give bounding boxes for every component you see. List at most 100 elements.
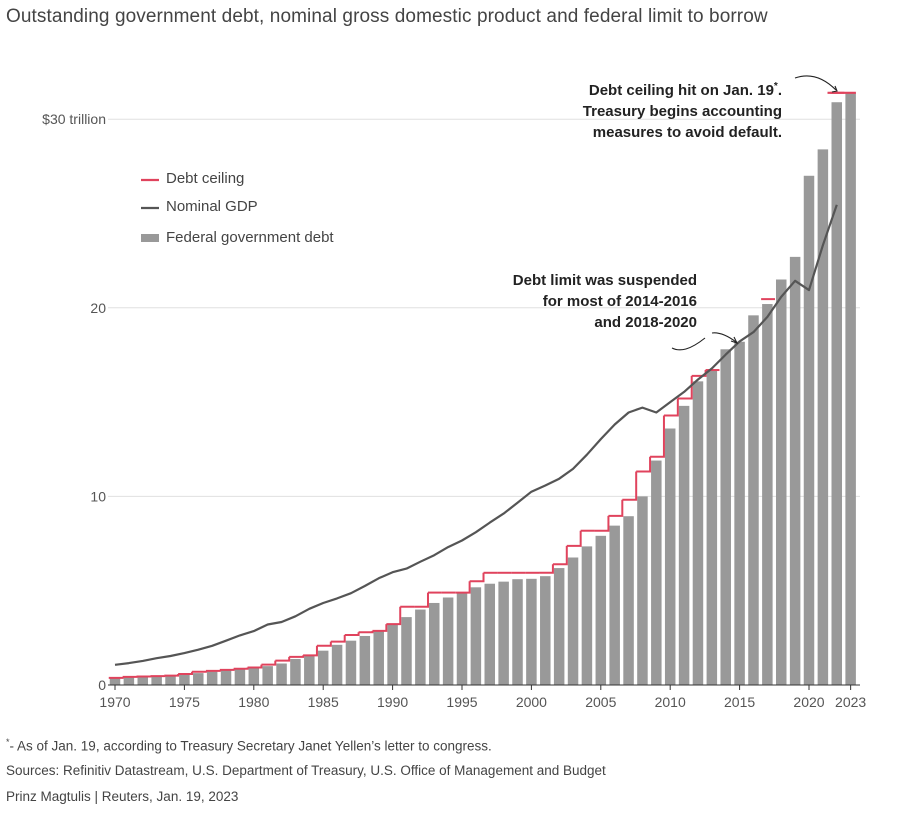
arrow-ceiling-hit-head	[831, 85, 838, 93]
ceiling-segment	[233, 667, 249, 670]
debt-bar	[304, 655, 315, 685]
debt-bar	[401, 617, 412, 685]
debt-bar	[748, 315, 759, 685]
debt-bar	[123, 677, 135, 685]
debt-bar	[581, 546, 593, 685]
ceiling-segment	[108, 676, 124, 679]
ceiling-segment	[539, 564, 554, 574]
debt-bar	[734, 341, 745, 685]
debt-bar	[387, 624, 398, 685]
annotation-suspended-line3: and 2018-2020	[594, 314, 697, 331]
y-tick-label: $30 trillion	[42, 111, 106, 127]
debt-ceiling-line	[108, 91, 856, 679]
debt-bar	[137, 676, 149, 685]
ceiling-segment	[330, 635, 346, 643]
x-axis-labels: 1970 1975 1980 1985 1990 1995 2000 2005 2010 2015…	[99, 694, 866, 710]
ceiling-segment	[372, 624, 388, 632]
debt-bar	[762, 304, 773, 685]
ceiling-segment	[344, 632, 360, 637]
debt-bar	[276, 663, 287, 685]
x-tick-label: 1995	[446, 694, 477, 710]
x-tick-label: 1970	[99, 694, 130, 710]
ceiling-segment	[178, 671, 194, 676]
debt-bar	[831, 102, 843, 685]
debt-bar	[706, 370, 718, 685]
debt-bar	[623, 516, 634, 685]
annotation-arrows	[671, 75, 838, 351]
x-tick-label: 1985	[308, 694, 339, 710]
debt-bar	[290, 658, 301, 685]
ceiling-segment	[358, 630, 374, 634]
x-tick-label: 2005	[585, 694, 616, 710]
arrow-suspended	[671, 332, 737, 351]
debt-bar	[220, 670, 232, 685]
annotation-ceiling-hit-line1: Debt ceiling hit on Jan. 19*.	[588, 81, 782, 99]
debt-bar	[470, 587, 482, 685]
ceiling-segment	[316, 641, 332, 647]
debt-bar	[498, 581, 509, 685]
ceiling-segment	[247, 664, 263, 669]
ceiling-segment	[275, 656, 291, 662]
debt-bar	[526, 578, 537, 685]
debt-bar	[262, 666, 273, 685]
ceiling-segment	[636, 456, 652, 473]
debt-bar	[456, 592, 468, 685]
ceiling-segment	[469, 572, 485, 583]
x-tick-label: 1980	[238, 694, 269, 710]
debt-bar	[179, 674, 190, 685]
y-axis-labels: 0 10 20 $30 trillion	[42, 111, 106, 693]
ceiling-segment	[192, 670, 207, 673]
annotation-suspended: Debt limit was suspended for most of 201…	[513, 270, 697, 333]
ceiling-segment	[205, 669, 221, 672]
axes	[108, 684, 860, 690]
y-tick-label: 20	[90, 300, 106, 316]
debt-bar	[109, 677, 121, 685]
legend-ceiling-label: Debt ceiling	[166, 170, 245, 187]
debt-bar	[775, 279, 787, 685]
debt-bars	[109, 92, 856, 686]
debt-bar	[151, 676, 162, 685]
arrow-suspended-head	[730, 336, 739, 344]
ceiling-segment	[650, 415, 665, 458]
ceiling-segment	[455, 581, 471, 594]
debt-bar	[234, 669, 246, 685]
sources: Sources: Refinitiv Datastream, U.S. Depa…	[6, 763, 606, 778]
x-tick-label: 1975	[169, 694, 200, 710]
x-tick-label: 2000	[516, 694, 547, 710]
x-tick-label: 1990	[377, 694, 408, 710]
annotation-ceiling-hit-line2: Treasury begins accounting	[582, 103, 782, 120]
debt-bar	[359, 635, 371, 685]
annotation-ceiling-hit: Debt ceiling hit on Jan. 19*. Treasury b…	[583, 76, 782, 143]
ceiling-segment	[691, 370, 707, 377]
debt-bar	[720, 349, 731, 685]
footnote: *- As of Jan. 19, according to Treasury …	[6, 737, 492, 754]
annotation-ceiling-hit-line3: measures to avoid default.	[592, 124, 782, 141]
y-tick-label: 0	[98, 677, 106, 693]
ceiling-segment	[261, 660, 277, 666]
legend-debt-swatch	[141, 234, 159, 242]
byline: Prinz Magtulis | Reuters, Jan. 19, 2023	[6, 789, 239, 804]
debt-bar	[442, 597, 454, 685]
ceiling-segment	[594, 515, 610, 532]
debt-bar	[428, 602, 440, 685]
ceiling-segment	[663, 398, 679, 417]
debt-bar	[248, 667, 260, 685]
gdp-line	[114, 204, 838, 666]
gdp-polyline	[114, 204, 838, 666]
debt-bar	[789, 256, 801, 685]
ceiling-segment	[566, 530, 582, 547]
debt-bar	[540, 576, 551, 685]
annotation-suspended-line1: Debt limit was suspended	[512, 272, 697, 289]
y-tick-label: 10	[90, 488, 106, 504]
ceiling-segment	[289, 655, 305, 658]
debt-bar	[637, 496, 648, 685]
x-tick-label: 2010	[655, 694, 686, 710]
debt-bar	[692, 381, 704, 685]
ceiling-segment	[219, 668, 235, 671]
debt-bar	[193, 673, 204, 685]
debt-bar	[206, 671, 218, 685]
debt-bar	[817, 149, 829, 686]
x-tick-label: 2015	[724, 694, 755, 710]
debt-bar	[165, 675, 176, 685]
